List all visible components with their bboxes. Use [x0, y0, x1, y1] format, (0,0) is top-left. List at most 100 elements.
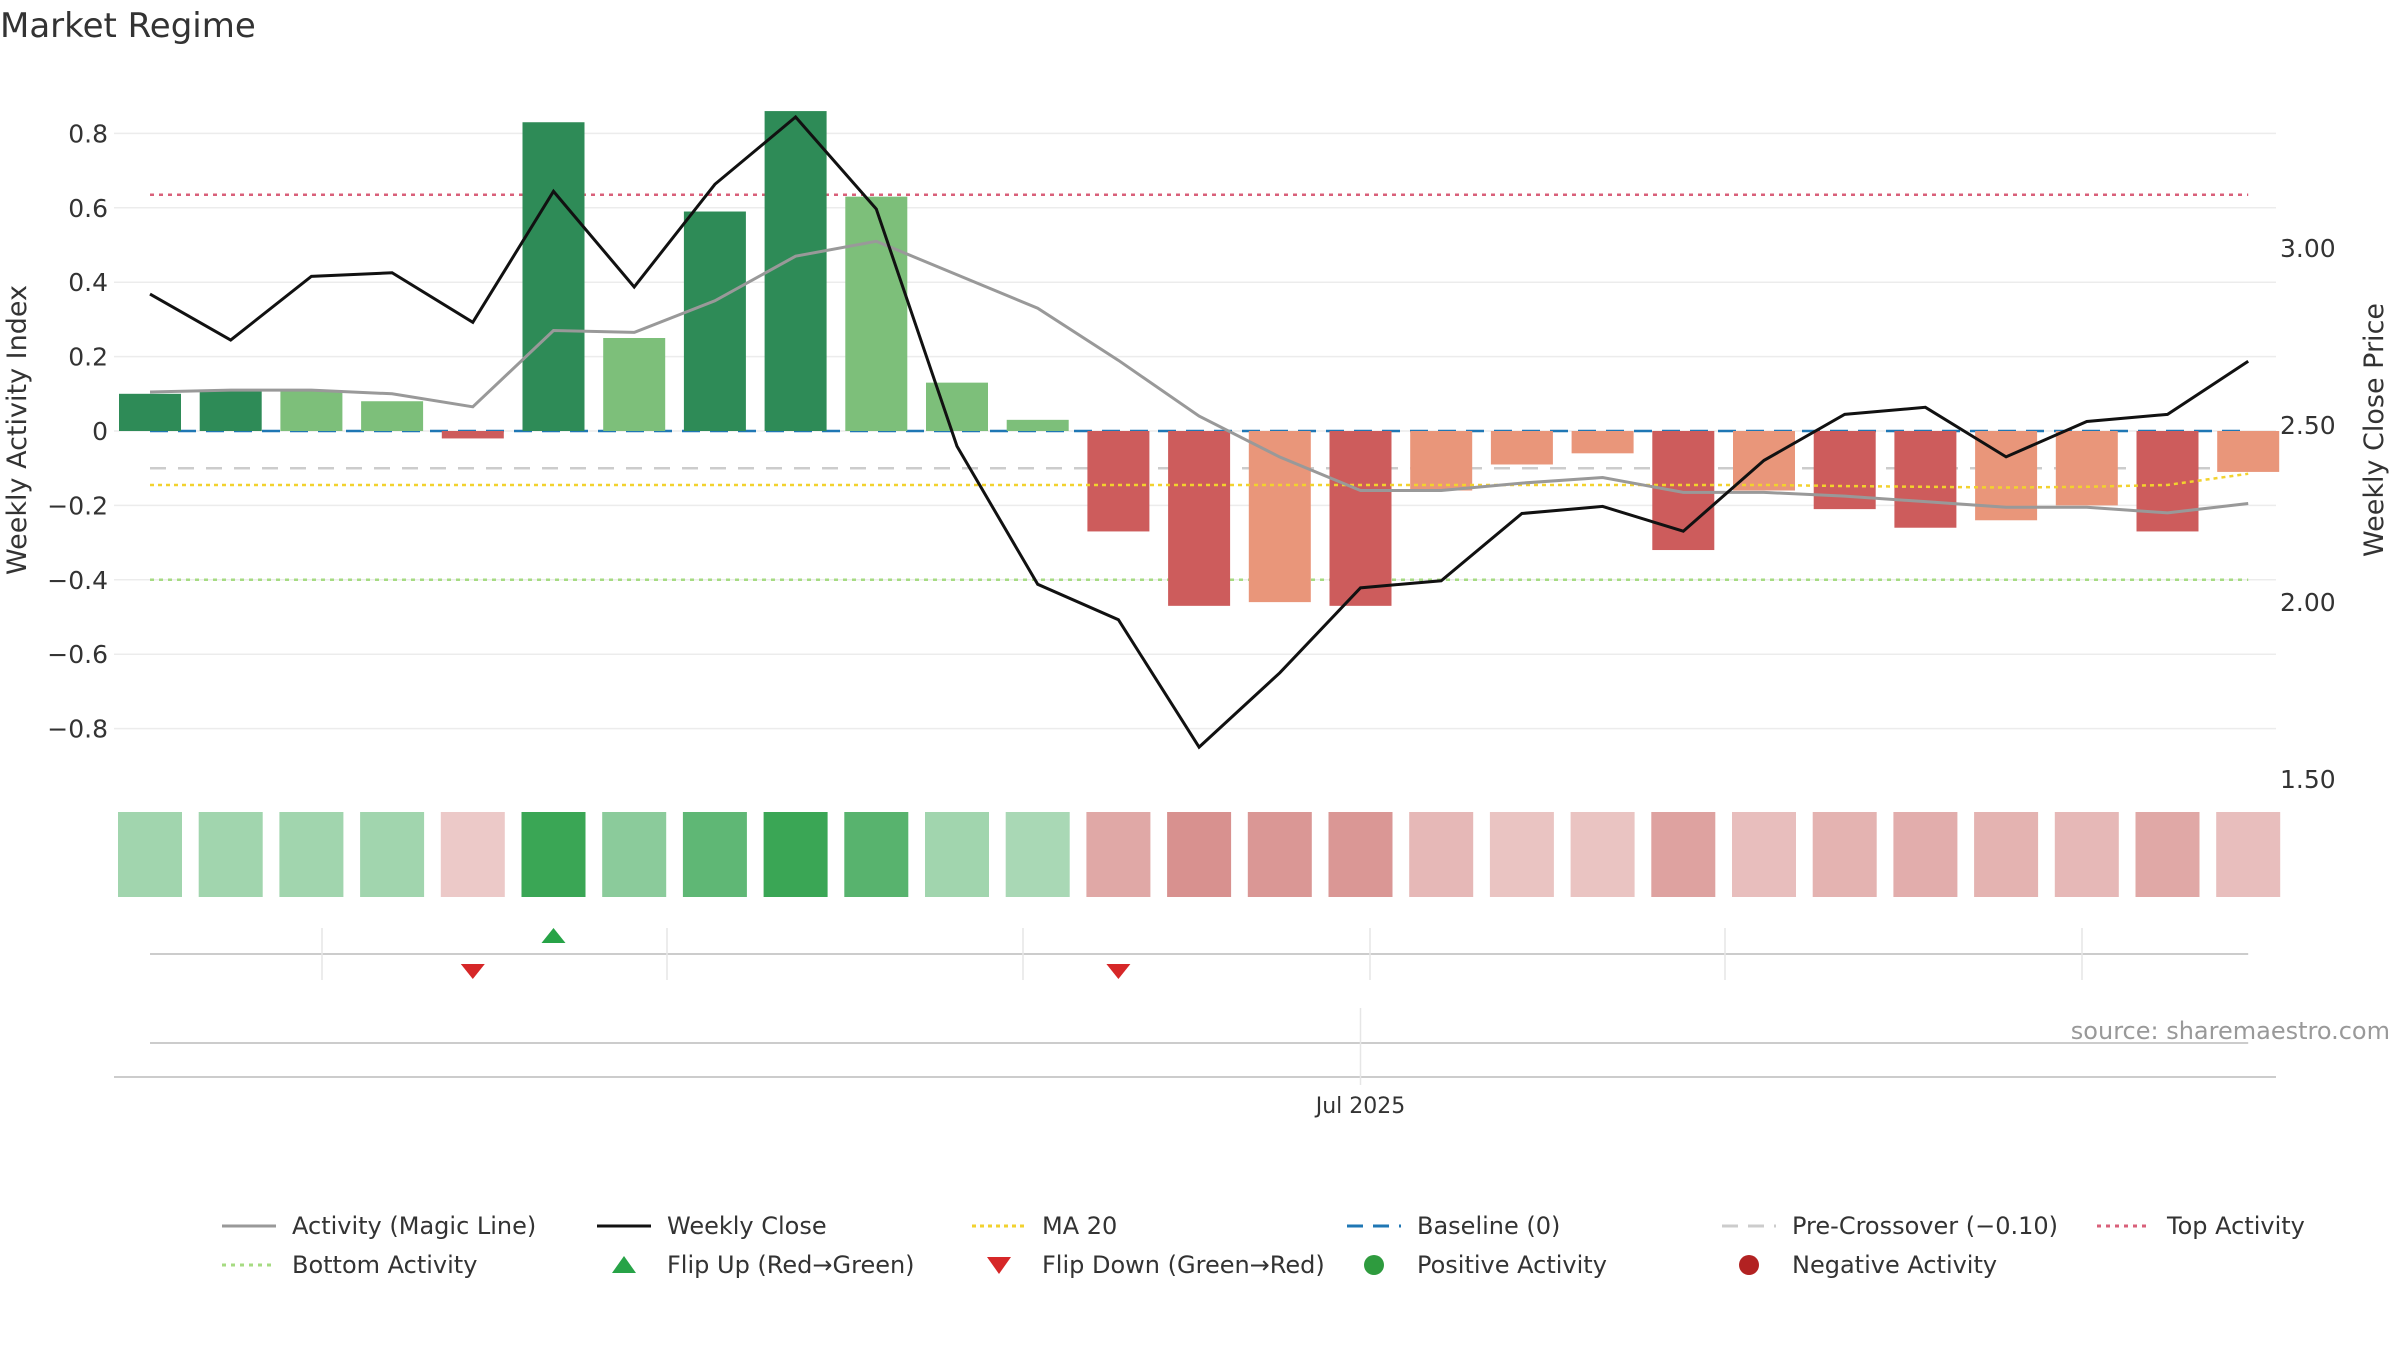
right-y-axis: 3.00 2.50 2.00 1.50	[2280, 234, 2336, 794]
heat-cell	[925, 812, 989, 897]
heat-cell	[763, 812, 828, 897]
heat-cell	[2054, 812, 2119, 897]
legend-item: Positive Activity	[1364, 1251, 1607, 1279]
left-y-axis: 0.8 0.6 0.4 0.2 0 −0.2 −0.4 −0.6 −0.8	[47, 119, 108, 743]
activity-bar	[1248, 431, 1311, 603]
y2-tick-label: 2.50	[2280, 411, 2336, 440]
heat-cell	[440, 812, 505, 897]
activity-bar	[280, 390, 343, 431]
weekly-close-line	[149, 114, 2250, 750]
activity-heat-strip	[118, 812, 2281, 897]
legend-item: Baseline (0)	[1347, 1212, 1560, 1240]
heat-cell	[1489, 812, 1554, 897]
y-tick-label: 0.6	[68, 194, 108, 223]
flip-down-marker	[1106, 964, 1131, 979]
magic-line	[149, 239, 2249, 515]
y-tick-label: −0.8	[47, 715, 108, 744]
y-tick-label: 0.8	[68, 119, 108, 148]
chart-legend: Activity (Magic Line) Weekly Close MA 20 Ba…	[222, 1212, 2305, 1279]
legend-label: Flip Down (Green→Red)	[1042, 1251, 1325, 1279]
y-tick-label: 0.2	[68, 343, 108, 372]
y2-tick-label: 2.00	[2280, 588, 2336, 617]
activity-bar	[1329, 431, 1392, 606]
heat-cell	[521, 812, 586, 897]
legend-label: Activity (Magic Line)	[292, 1212, 536, 1240]
activity-bar	[441, 431, 504, 439]
series-lines	[149, 114, 2250, 750]
legend-label: Weekly Close	[667, 1212, 827, 1240]
legend-label: Baseline (0)	[1417, 1212, 1560, 1240]
activity-bar	[1894, 431, 1957, 528]
legend-item: Flip Down (Green→Red)	[987, 1251, 1325, 1279]
activity-bars	[119, 111, 2280, 606]
activity-bar	[1490, 431, 1553, 465]
ma20-line	[150, 472, 2249, 489]
flip-marker-panel	[150, 928, 2249, 980]
activity-bar	[2217, 431, 2280, 472]
activity-bar	[1410, 431, 1473, 491]
legend-item: Pre-Crossover (−0.10)	[1722, 1212, 2058, 1240]
source-note: source: sharemaestro.com	[2071, 1017, 2390, 1045]
legend-label: Positive Activity	[1417, 1251, 1607, 1279]
activity-bar	[926, 382, 988, 431]
heat-cell	[1893, 812, 1958, 897]
heat-cell	[2216, 812, 2281, 897]
heat-cell	[602, 812, 667, 897]
legend-item: Negative Activity	[1739, 1251, 1997, 1279]
legend-label: Bottom Activity	[292, 1251, 477, 1279]
activity-bar	[2136, 431, 2199, 532]
activity-bar	[683, 211, 746, 431]
y-tick-label: −0.4	[47, 566, 108, 595]
heat-cell	[1651, 812, 1716, 897]
heat-cell	[1812, 812, 1877, 897]
heat-cell	[1328, 812, 1393, 897]
y2-tick-label: 3.00	[2280, 234, 2336, 263]
heat-cell	[279, 812, 344, 897]
heat-cell	[1247, 812, 1312, 897]
x-tick-label: Jul 2025	[1314, 1094, 1406, 1119]
heat-cell	[1974, 812, 2039, 897]
legend-swatch	[612, 1256, 636, 1273]
activity-bar	[603, 338, 666, 431]
y2-tick-label: 1.50	[2280, 765, 2336, 794]
activity-bar	[1006, 419, 1069, 431]
legend-label: Flip Up (Red→Green)	[667, 1251, 915, 1279]
y2-axis-label: Weekly Close Price	[2359, 303, 2390, 557]
activity-bar	[764, 111, 827, 431]
activity-bar	[845, 196, 908, 431]
heat-cell	[2135, 812, 2200, 897]
legend-item: Bottom Activity	[222, 1251, 477, 1279]
heat-cell	[198, 812, 263, 897]
heat-cell	[1409, 812, 1474, 897]
y-axis-label: Weekly Activity Index	[2, 285, 33, 575]
activity-bar	[119, 393, 181, 431]
activity-bar	[522, 122, 585, 432]
heat-cell	[360, 812, 425, 897]
legend-swatch	[987, 1257, 1011, 1274]
y-tick-label: 0.4	[68, 268, 108, 297]
flip-down-marker	[460, 964, 485, 979]
legend-item: Weekly Close	[597, 1212, 827, 1240]
y-tick-label: −0.2	[47, 491, 108, 520]
heat-cell	[682, 812, 747, 897]
activity-bar	[2055, 431, 2118, 506]
activity-bar	[199, 390, 262, 431]
chart-title: Market Regime	[0, 6, 256, 46]
heat-cell	[844, 812, 909, 897]
activity-bar	[1087, 431, 1150, 532]
y-tick-label: 0	[92, 417, 108, 446]
activity-bar	[1168, 431, 1231, 606]
heat-cell	[1732, 812, 1796, 897]
legend-swatch	[1364, 1255, 1384, 1275]
legend-label: Negative Activity	[1792, 1251, 1997, 1279]
legend-swatch	[1739, 1255, 1759, 1275]
legend-label: Pre-Crossover (−0.10)	[1792, 1212, 2058, 1240]
heat-cell	[1167, 812, 1232, 897]
time-axis: Jul 2025	[114, 1008, 2276, 1119]
legend-label: MA 20	[1042, 1212, 1117, 1240]
activity-bar	[1571, 431, 1634, 454]
heat-cell	[1005, 812, 1070, 897]
activity-bar	[361, 401, 424, 431]
heat-cell	[118, 812, 182, 897]
